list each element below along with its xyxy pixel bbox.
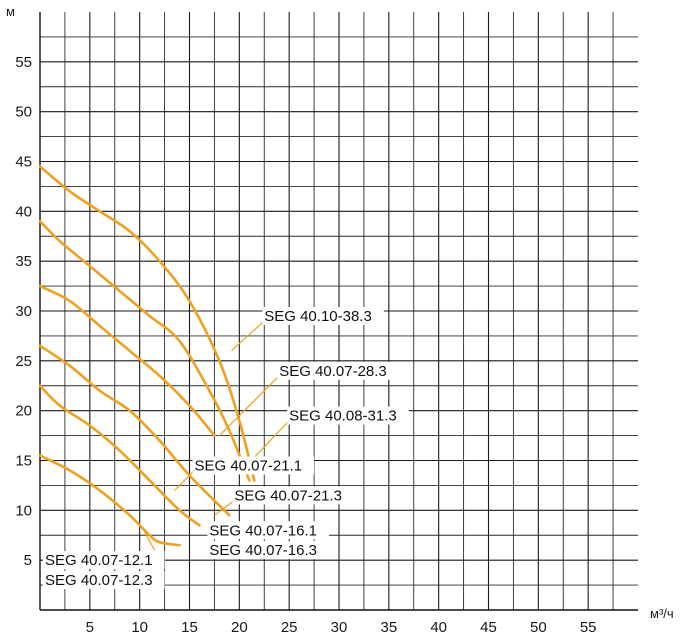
curves [38,165,256,547]
x-tick-label: 15 [181,619,198,636]
y-tick-label: 40 [15,203,32,220]
x-tick-label: 25 [281,619,298,636]
x-tick-label: 10 [131,619,148,636]
series-curve [38,384,201,527]
y-tick-label: 50 [15,104,32,121]
series-curve [38,220,251,482]
y-tick-label: 35 [15,253,32,270]
y-tick-label: 5 [24,552,32,569]
series-labels: SEG 40.10-38.3 SEG 40.07-28.3 SEG 40.08-31… [42,306,409,590]
series-label-background [192,456,315,475]
series-label-background [42,571,165,590]
series-label-background [207,521,330,540]
series-label: SEG 40.07-28.3 [279,363,387,380]
label-leader-line [230,320,265,352]
label-leader-line [214,499,235,516]
y-tick-label: 20 [15,403,32,420]
x-tick-label: 55 [580,619,597,636]
y-tick-label: 25 [15,353,32,370]
y-tick-label: 15 [15,453,32,470]
y-tick-label: 10 [15,502,32,519]
y-axis-unit-label: м [6,4,15,19]
label-leader-line [250,420,290,461]
x-tick-label: 20 [231,619,248,636]
x-tick-label: 30 [331,619,348,636]
series-label: SEG 40.08-31.3 [289,408,397,425]
series-curve [38,344,231,517]
series-label-background [232,486,354,505]
label-leaders [144,320,290,551]
label-leader-line [218,375,280,437]
series-label-background [207,541,330,560]
x-tick-label: 35 [380,619,397,636]
y-tick-label: 30 [15,303,32,320]
series-label: SEG 40.07-21.3 [234,487,342,504]
series-label-background [42,551,165,570]
series-label: SEG 40.07-16.3 [209,542,317,559]
x-tick-label: 45 [480,619,497,636]
x-tick-label: 5 [86,619,94,636]
series-curve [38,165,256,482]
label-leader-line [144,531,156,551]
series-label-background [262,306,384,325]
series-label-background [277,361,399,380]
series-label: SEG 40.07-16.1 [209,522,317,539]
y-tick-label: 55 [15,54,32,71]
series-label: SEG 40.07-12.1 [45,552,153,569]
x-tick-label: 50 [530,619,547,636]
x-tick-label: 40 [430,619,447,636]
label-leader-line [174,470,195,491]
series-curve [38,284,216,437]
x-axis-unit-label: м³/ч [650,606,674,621]
series-label: SEG 40.07-21.1 [194,457,302,474]
series-label: SEG 40.10-38.3 [264,308,372,325]
series-curve [38,454,181,547]
series-label-background [287,406,409,425]
series-label: SEG 40.07-12.3 [45,572,153,589]
y-tick-label: 45 [15,154,32,171]
